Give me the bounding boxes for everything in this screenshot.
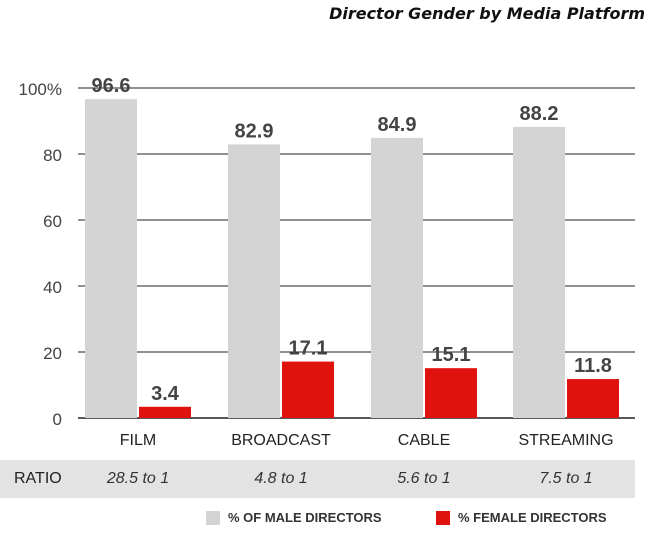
- bar-male: [371, 137, 423, 418]
- data-label-female: 3.4: [151, 383, 180, 405]
- legend-female: % FEMALE DIRECTORS: [436, 510, 607, 525]
- y-tick-label: 40: [43, 278, 62, 297]
- data-label-male: 88.2: [520, 103, 559, 125]
- data-label-male: 84.9: [378, 114, 417, 136]
- bar-female: [425, 368, 477, 418]
- bar-chart: 0 20 40 60 80 100% 96.6 3.4 FILM 82.9 17.1 BROADCAS…: [19, 75, 635, 449]
- x-tick-label: STREAMING: [518, 432, 613, 449]
- x-tick-label: BROADCAST: [231, 432, 331, 449]
- data-label-male: 96.6: [92, 75, 131, 97]
- legend-male-swatch: [206, 510, 220, 525]
- bar-female: [282, 361, 334, 418]
- legend-female-label: % FEMALE DIRECTORS: [458, 510, 607, 525]
- data-label-female: 17.1: [289, 338, 328, 360]
- y-tick-label: 0: [53, 410, 62, 429]
- legend-female-swatch: [436, 510, 450, 525]
- y-tick-label: 60: [43, 212, 62, 231]
- bar-male: [228, 144, 280, 418]
- chart-title: Director Gender by Media Platform: [329, 4, 645, 23]
- data-label-female: 15.1: [432, 344, 471, 366]
- ratio-label: RATIO: [14, 470, 62, 487]
- ratio-value: 5.6 to 1: [397, 470, 451, 487]
- bar-male: [85, 99, 137, 418]
- data-label-female: 11.8: [574, 355, 612, 377]
- ratio-value: 28.5 to 1: [106, 470, 170, 487]
- bar-male: [513, 126, 565, 418]
- legend-male-label: % OF MALE DIRECTORS: [228, 510, 382, 525]
- y-tick-label: 100%: [19, 80, 62, 99]
- ratio-row: [0, 460, 635, 498]
- ratio-value: 4.8 to 1: [254, 470, 308, 487]
- y-tick-label: 20: [43, 344, 62, 363]
- x-tick-label: FILM: [120, 432, 156, 449]
- data-label-male: 82.9: [235, 120, 274, 142]
- bar-female: [139, 406, 191, 418]
- y-tick-label: 80: [43, 146, 62, 165]
- legend-male: % OF MALE DIRECTORS: [206, 510, 382, 525]
- x-tick-label: CABLE: [398, 432, 450, 449]
- ratio-value: 7.5 to 1: [539, 470, 593, 487]
- bar-female: [567, 379, 619, 418]
